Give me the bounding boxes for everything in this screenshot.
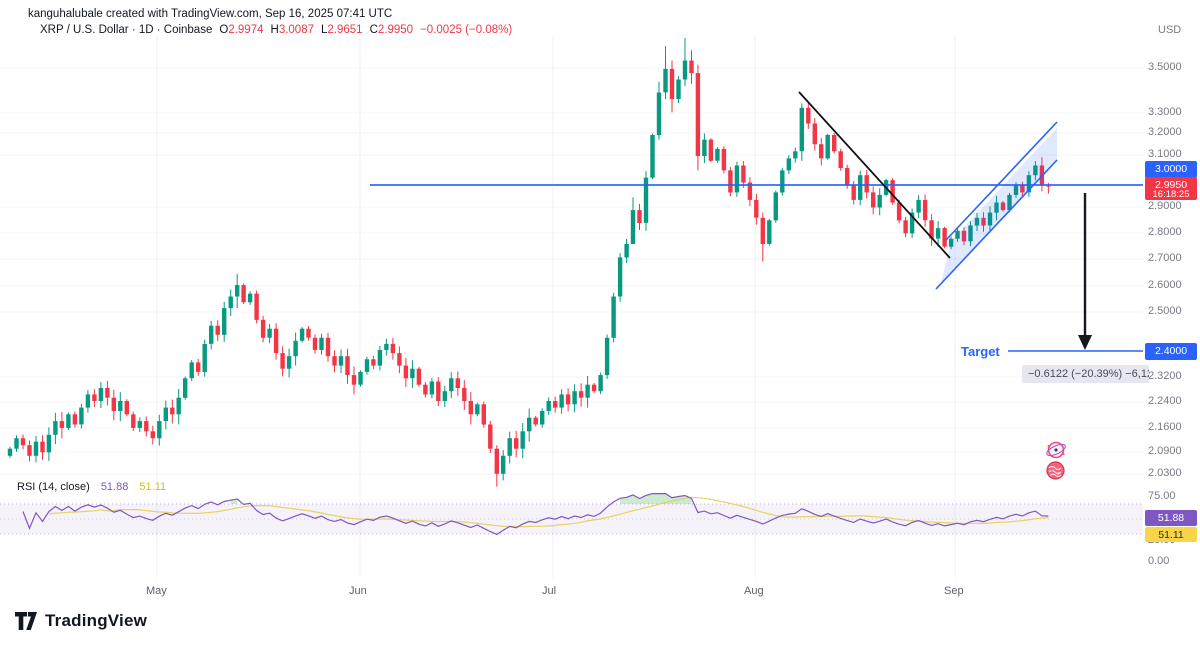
dizzy-sticker-icon[interactable] xyxy=(1045,439,1067,466)
candlestick-series xyxy=(7,38,1051,487)
price-axis-label: 2.7000 xyxy=(1148,252,1182,264)
rsi-ma-current-value: 51.11 xyxy=(139,481,167,493)
ascending-channel-fill[interactable] xyxy=(941,128,1057,283)
price-axis-label: 3.2000 xyxy=(1148,126,1182,138)
ohlc-label: O xyxy=(219,24,229,36)
time-axis-label: Aug xyxy=(744,585,764,597)
tradingview-logo[interactable]: TradingView xyxy=(14,611,147,631)
time-axis-label: Sep xyxy=(944,585,964,597)
down-arrow[interactable] xyxy=(1078,193,1092,350)
rsi-title: RSI (14, close) xyxy=(17,481,90,493)
target-label[interactable]: Target xyxy=(961,344,1000,359)
price-axis-label: 0.00 xyxy=(1148,555,1170,567)
symbol-legend[interactable]: XRP / U.S. Dollar · 1D · Coinbase O2.9974… xyxy=(40,24,512,36)
price-axis-label: 2.1600 xyxy=(1148,421,1182,433)
rsi-ma-line xyxy=(48,496,1049,528)
rsi-legend[interactable]: RSI (14, close) 51.88 51.11 xyxy=(17,481,166,493)
price-range-annotation[interactable]: −0.6122 (−20.39%) −6,12 xyxy=(1022,365,1149,383)
ohlc-label: C xyxy=(369,24,378,36)
rsi-current-value: 51.88 xyxy=(100,481,129,493)
price-axis-label: 3.5000 xyxy=(1148,61,1182,73)
ohlc-values: O2.9974 H3.0087 L2.9651 C2.9950 xyxy=(212,24,413,36)
ohlc-value: 3.0087 xyxy=(278,24,314,36)
time-axis-label: Jun xyxy=(349,585,367,597)
last-price-badge: 2.9950 16:18:25 xyxy=(1145,176,1197,200)
time-axis-label: Jul xyxy=(542,585,557,597)
symbol-title: XRP / U.S. Dollar · 1D · Coinbase xyxy=(40,24,213,36)
ohlc-value: 2.9950 xyxy=(377,24,414,36)
price-axis-label: 2.9000 xyxy=(1148,200,1182,212)
price-axis-label: 2.2400 xyxy=(1148,395,1182,407)
change-value: −0.0025 (−0.08%) xyxy=(420,24,513,36)
channel-lower-line[interactable] xyxy=(935,159,1058,290)
tradingview-logo-text: TradingView xyxy=(45,611,148,630)
attribution-text: kanguhalubale created with TradingView.c… xyxy=(28,8,393,20)
price-axis-label: 2.0300 xyxy=(1148,467,1182,479)
countdown-timer: 16:18:25 xyxy=(1152,188,1190,200)
ohlc-value: 2.9974 xyxy=(228,24,264,36)
tradingview-logo-icon xyxy=(15,612,37,630)
currency-label: USD xyxy=(1158,24,1182,36)
time-axis-label: May xyxy=(146,585,167,597)
ohlc-value: 2.9651 xyxy=(327,24,363,36)
price-axis-label: 2.5000 xyxy=(1148,305,1182,317)
rsi-band xyxy=(0,503,1143,535)
price-axis-label: 2.6000 xyxy=(1148,279,1182,291)
rsi-value-badge: 51.88 xyxy=(1145,510,1197,526)
brain-sticker-icon[interactable] xyxy=(1044,459,1067,487)
target-2.40-badge: 2.4000 xyxy=(1145,342,1197,360)
price-axis-label: 2.0900 xyxy=(1148,445,1182,457)
price-axis-label: 2.8000 xyxy=(1148,226,1182,238)
level-3.00-badge: 3.0000 xyxy=(1145,160,1197,178)
rsi-overbought-fill xyxy=(620,493,692,504)
channel-upper-line[interactable] xyxy=(945,121,1058,241)
price-axis-label: 2.3200 xyxy=(1148,370,1182,382)
price-axis-label: 3.1000 xyxy=(1148,148,1182,160)
grid xyxy=(0,36,1143,578)
downtrend-line[interactable] xyxy=(798,91,951,259)
price-axis-label: 75.00 xyxy=(1148,490,1176,502)
price-axis-label: 3.3000 xyxy=(1148,106,1182,118)
ohlc-label: H xyxy=(270,24,279,36)
ohlc-label: L xyxy=(321,24,328,36)
rsi-ma-value-badge: 51.11 xyxy=(1145,526,1197,542)
rsi-line xyxy=(22,493,1049,536)
